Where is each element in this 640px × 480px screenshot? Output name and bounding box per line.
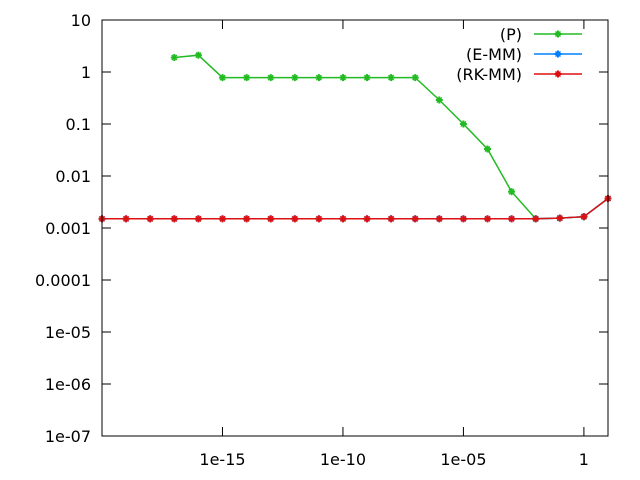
data-point — [219, 74, 226, 82]
data-point — [243, 74, 251, 82]
data-point — [580, 213, 588, 221]
data-point-d2 — [436, 215, 443, 222]
y-tick-label: 1e-07 — [45, 427, 91, 446]
data-point — [387, 215, 395, 223]
y-tick-label: 1 — [81, 63, 91, 82]
x-tick-label: 1 — [579, 450, 589, 469]
x-tick-label: 1e-05 — [440, 450, 486, 469]
data-point — [339, 215, 347, 223]
legend-label: (RK-MM) — [456, 65, 522, 84]
data-point-d2 — [195, 52, 202, 59]
x-tick-label: 1e-10 — [320, 450, 366, 469]
data-point — [556, 214, 564, 222]
series-layer — [98, 51, 612, 223]
legend-swatch-marker — [554, 50, 562, 58]
data-point-d2 — [412, 74, 419, 81]
data-point — [267, 74, 275, 82]
legend-label: (P) — [500, 25, 522, 44]
data-point-d2 — [219, 74, 226, 81]
data-point-d2 — [556, 215, 563, 222]
plot-frame — [101, 19, 609, 437]
y-tick-label: 0.1 — [66, 115, 91, 134]
data-point — [508, 188, 516, 196]
data-point — [411, 74, 419, 82]
data-point — [459, 215, 467, 223]
data-point-d2 — [291, 74, 298, 81]
legend-marker-d2 — [554, 50, 562, 58]
y-tick-label: 0.0001 — [35, 271, 91, 290]
data-point-d2 — [460, 215, 467, 222]
legend-label: (E-MM) — [466, 45, 522, 64]
data-point-d2 — [243, 215, 250, 222]
legend-swatch-marker — [554, 70, 562, 78]
data-point-d2 — [171, 215, 178, 222]
y-tick-label: 1e-05 — [45, 323, 91, 342]
x-tick-label: 1e-15 — [199, 450, 245, 469]
data-point-d2 — [291, 215, 298, 222]
data-point — [435, 96, 443, 104]
data-point-d2 — [508, 215, 515, 222]
y-tick-label: 0.001 — [45, 219, 91, 238]
data-point — [339, 74, 347, 82]
data-point-d2 — [508, 188, 515, 195]
data-point — [291, 215, 299, 223]
y-tick-label: 10 — [71, 11, 91, 30]
legend-marker-d2 — [554, 30, 562, 38]
data-point-d2 — [315, 215, 322, 222]
data-point — [267, 215, 275, 223]
data-point-d2 — [171, 54, 178, 61]
data-point — [243, 215, 251, 223]
legend-swatch-marker — [554, 30, 562, 38]
data-point — [532, 215, 540, 223]
data-point — [363, 215, 371, 223]
data-point-d2 — [580, 213, 587, 220]
data-point-d2 — [243, 74, 250, 81]
data-point — [363, 74, 371, 82]
data-point — [459, 120, 467, 128]
data-point-d2 — [339, 215, 347, 222]
data-point-d2 — [532, 215, 539, 222]
data-point — [122, 215, 130, 223]
data-point — [170, 215, 178, 223]
data-point-d2 — [339, 74, 347, 81]
data-point — [315, 74, 323, 82]
data-point-d2 — [388, 215, 395, 222]
data-point — [435, 215, 443, 223]
y-tick-label: 0.01 — [55, 167, 91, 186]
data-point-d2 — [484, 215, 491, 222]
data-point-d2 — [267, 74, 274, 81]
data-point — [170, 54, 178, 61]
data-point — [484, 145, 491, 153]
data-point-d2 — [123, 215, 130, 222]
axes: 1e-07 1e-06 1e-05 0.0001 0.001 0.01 0.1 1 10 1e-1… — [35, 11, 608, 469]
data-point-d2 — [363, 74, 371, 81]
data-point-d2 — [388, 74, 395, 81]
legend-marker-d2 — [554, 70, 562, 78]
data-point-d2 — [195, 215, 202, 222]
data-point — [146, 215, 154, 223]
data-point-d2 — [412, 215, 419, 222]
data-point-d2 — [315, 74, 322, 81]
data-point-d2 — [460, 120, 467, 128]
data-point — [508, 215, 516, 223]
data-point — [194, 51, 202, 59]
series-line — [102, 197, 609, 220]
data-point-d2 — [363, 215, 371, 222]
data-point — [194, 215, 202, 223]
data-point — [219, 215, 226, 223]
data-point — [291, 74, 299, 82]
legend: (P)(E-MM)(RK-MM) — [456, 25, 582, 84]
data-point-d2 — [436, 96, 443, 104]
data-point — [387, 74, 395, 82]
y-tick-label: 1e-06 — [45, 375, 91, 394]
data-point-d2 — [484, 145, 491, 153]
data-point — [315, 215, 323, 223]
data-point — [484, 215, 491, 223]
data-point-d2 — [267, 215, 274, 222]
data-point-d2 — [219, 215, 226, 222]
data-point — [411, 215, 419, 223]
data-point-d2 — [147, 215, 154, 222]
